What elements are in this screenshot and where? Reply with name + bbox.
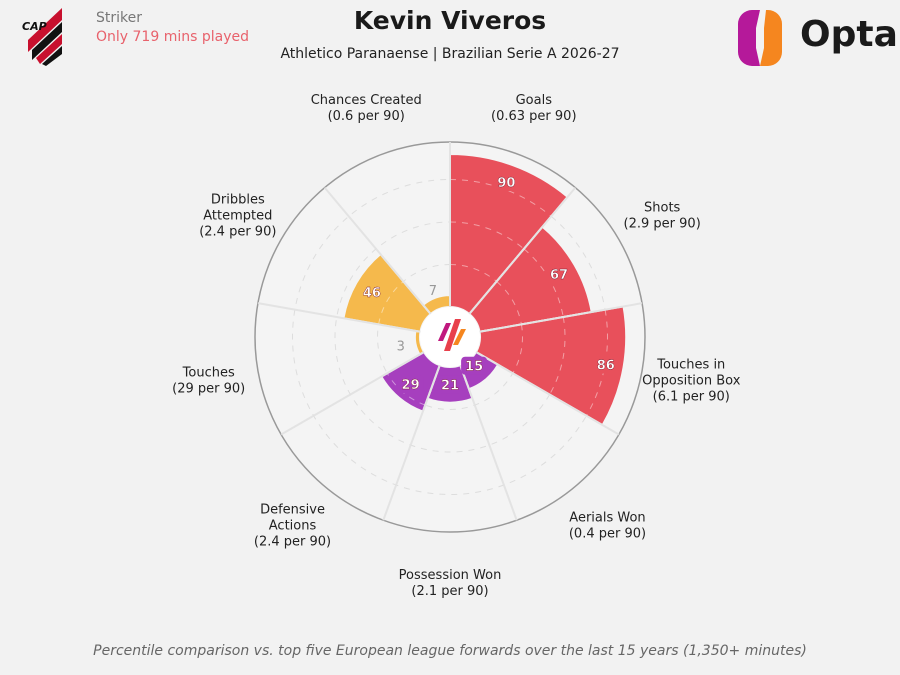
category-label: Touches in — [656, 358, 725, 373]
value-label: 90 — [497, 176, 515, 191]
footnote: Percentile comparison vs. top five Europ… — [93, 643, 807, 659]
value-label: 7 — [429, 284, 437, 299]
slice-grid-ring — [449, 179, 552, 217]
value-badge — [546, 265, 573, 284]
category-label: Touches — [182, 366, 235, 381]
category-label: (0.63 per 90) — [491, 109, 577, 124]
opta-wordmark: Opta — [800, 14, 898, 55]
value-badge — [358, 282, 385, 301]
slice-grid-ring — [496, 281, 522, 325]
center-logo-stripe — [453, 329, 466, 345]
category-label: (2.1 per 90) — [411, 584, 488, 599]
value-badge — [437, 375, 463, 394]
category-label: Chances Created — [311, 93, 422, 108]
slice-grid-ring — [585, 309, 608, 416]
center-logo-stripe — [438, 323, 451, 341]
slice-grid-ring — [549, 316, 566, 395]
value-label: 86 — [597, 358, 615, 373]
category-label: Attempted — [203, 209, 272, 224]
value-badge — [493, 172, 520, 191]
value-label: 67 — [550, 268, 568, 283]
slice-grid-ring — [449, 221, 525, 250]
minutes-note: Only 719 mins played — [96, 29, 249, 45]
category-label: Dribbles — [211, 193, 265, 208]
category-label: Aerials Won — [569, 511, 645, 526]
spoke — [323, 186, 432, 315]
category-label: Defensive — [260, 503, 325, 518]
value-badge — [397, 374, 424, 393]
value-label: 46 — [363, 286, 381, 301]
slice-grid-ring — [378, 281, 404, 325]
spoke — [257, 302, 421, 333]
category-label: (6.1 per 90) — [653, 390, 730, 405]
center-logo-stripe — [444, 319, 461, 351]
category-label: (0.6 per 90) — [328, 109, 405, 124]
player-position: Striker — [96, 10, 142, 26]
spoke — [382, 364, 441, 521]
spoke — [479, 302, 643, 333]
category-label: Goals — [516, 93, 553, 108]
value-badge — [592, 355, 619, 374]
category-label: Opposition Box — [642, 374, 741, 389]
player-name: Kevin Viveros — [353, 6, 547, 35]
category-label: (2.4 per 90) — [199, 225, 276, 240]
slice-grid-ring — [449, 264, 497, 282]
value-label: 15 — [465, 360, 483, 375]
subtitle: Athletico Paranaense | Brazilian Serie A… — [280, 46, 620, 62]
category-label: (29 per 90) — [172, 382, 245, 397]
category-label: Shots — [644, 201, 681, 216]
svg-text:CAP: CAP — [22, 20, 47, 33]
opta-logo-mark — [738, 10, 782, 66]
category-label: (2.9 per 90) — [624, 217, 701, 232]
value-label: 21 — [441, 379, 459, 394]
club-logo: CAP — [22, 8, 62, 66]
category-label: Actions — [269, 519, 317, 534]
value-label: 3 — [397, 340, 405, 355]
category-label: Possession Won — [399, 568, 502, 583]
slice-grid-ring — [512, 324, 523, 374]
value-badge — [461, 356, 488, 375]
spoke — [459, 364, 518, 521]
spoke — [468, 186, 577, 315]
spoke — [475, 351, 620, 436]
spoke — [280, 351, 425, 436]
value-label: 29 — [402, 378, 420, 393]
category-label: (0.4 per 90) — [569, 527, 646, 542]
category-label: (2.4 per 90) — [254, 535, 331, 550]
